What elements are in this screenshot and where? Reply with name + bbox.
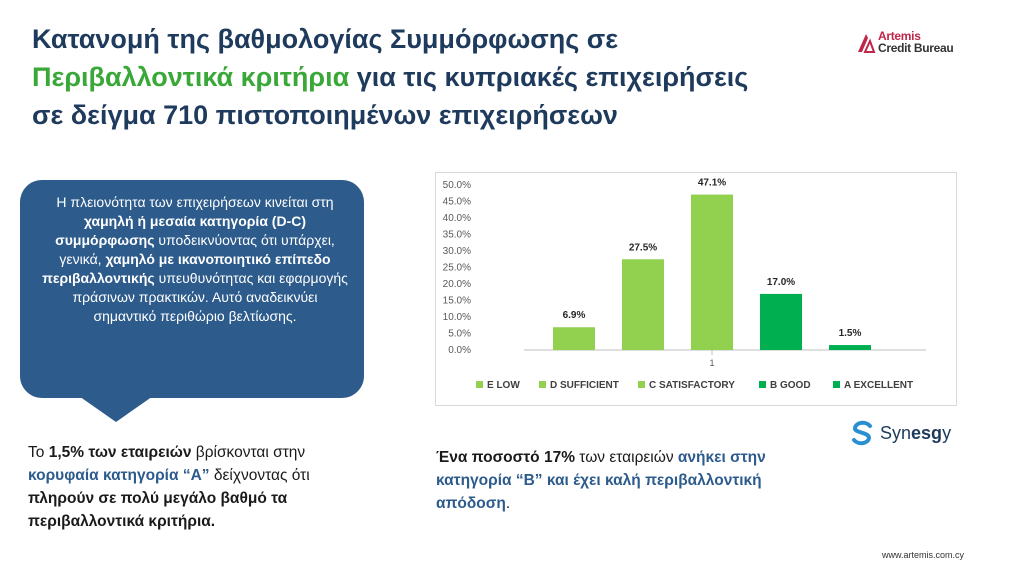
title-line-3: σε δείγμα 710 πιστοποιημένων επιχειρήσεω… — [32, 100, 618, 130]
note-right: Ένα ποσοστό 17% των εταιρειών ανήκει στη… — [436, 446, 766, 515]
note-left-highlight: κορυφαία κατηγορία “A” — [28, 467, 210, 484]
bar-e-low — [553, 327, 595, 350]
footer-url: www.artemis.com.cy — [882, 550, 965, 560]
logo-line-2: Credit Bureau — [878, 41, 954, 55]
data-label: 6.9% — [563, 310, 586, 321]
bar-a-excellent — [829, 345, 871, 350]
bar-c-satisfactory — [691, 194, 733, 350]
note-right-text-1: των εταιρειών — [574, 449, 678, 466]
legend-swatch — [759, 381, 766, 388]
callout-text-1: Η πλειονότητα των επιχειρήσεων κινείται … — [56, 194, 334, 210]
note-right-highlight: ανήκει στην κατηγορία “B” και έχει καλή … — [436, 449, 766, 512]
callout-text: Η πλειονότητα των επιχειρήσεων κινείται … — [40, 193, 350, 326]
y-tick-label: 35.0% — [443, 230, 471, 241]
logo-line-1: Artemis — [878, 29, 921, 43]
x-category-label: 1 — [709, 358, 714, 368]
y-tick-label: 45.0% — [443, 197, 471, 208]
artemis-logo: Artemis Credit Bureau — [856, 30, 986, 60]
note-right-text-2: . — [505, 495, 511, 512]
legend-swatch — [638, 381, 645, 388]
synesgy-logo: Synesgy — [850, 420, 960, 446]
y-tick-label: 20.0% — [443, 279, 471, 290]
chart-container: 0.0% 5.0% 10.0% 15.0% 20.0% 25.0% 30.0% 35.0% 40… — [435, 172, 957, 406]
synesgy-text-1: Syn — [880, 423, 912, 443]
data-label: 17.0% — [767, 277, 795, 288]
y-tick-label: 30.0% — [443, 246, 471, 257]
data-label: 47.1% — [698, 178, 726, 189]
synesgy-logo-text: Synesgy — [880, 423, 951, 444]
note-right-bold-1: Ένα ποσοστό 17% — [436, 449, 575, 466]
title-line-2-rest: για τις κυπριακές επιχειρήσεις — [349, 62, 749, 92]
callout-bubble — [20, 180, 364, 398]
note-left-text-1: Το — [28, 444, 49, 461]
bar-d-sufficient — [622, 259, 664, 350]
y-tick-label: 0.0% — [448, 345, 471, 356]
note-left-text-2: βρίσκονται στην — [191, 444, 306, 461]
title-line-2: Περιβαλλοντικά κριτήρια για τις κυπριακέ… — [32, 58, 832, 96]
y-tick-label: 25.0% — [443, 263, 471, 274]
artemis-logo-text: Artemis Credit Bureau — [878, 29, 954, 55]
artemis-logo-icon — [858, 34, 876, 53]
data-label: 1.5% — [839, 328, 862, 339]
callout-bold-1: χαμηλή ή μεσαία κατηγορία (D-C) συμμόρφω… — [55, 213, 307, 248]
y-tick-label: 10.0% — [443, 312, 471, 323]
synesgy-text-2: esg — [911, 423, 943, 443]
legend-label: E LOW — [487, 380, 520, 391]
y-tick-label: 50.0% — [443, 180, 471, 191]
callout-text-2: υποδεικνύοντας ότι υπάρχει, γενικά, — [59, 232, 335, 267]
title-highlight: Περιβαλλοντικά κριτήρια — [32, 62, 350, 92]
bar-chart: 0.0% 5.0% 10.0% 15.0% 20.0% 25.0% 30.0% 35.0% 40… — [443, 178, 926, 391]
note-left-text-3: δείχνοντας ότι — [209, 467, 310, 484]
legend-label: D SUFFICIENT — [550, 380, 619, 391]
bar-b-good — [760, 293, 802, 350]
page-title: Κατανομή της βαθμολογίας Συμμόρφωσης σε … — [32, 20, 832, 134]
legend-label: A EXCELLENT — [844, 380, 913, 391]
legend-label: C SATISFACTORY — [649, 380, 735, 391]
legend-swatch — [476, 381, 483, 388]
y-tick-label: 40.0% — [443, 213, 471, 224]
legend-label: B GOOD — [770, 380, 811, 391]
y-tick-label: 5.0% — [448, 329, 471, 340]
title-line-1: Κατανομή της βαθμολογίας Συμμόρφωσης σε — [32, 24, 619, 54]
callout-bold-2: χαμηλό με ικανοποιητικό επίπεδο περιβαλλ… — [42, 251, 331, 286]
synesgy-logo-icon — [852, 420, 872, 446]
data-label: 27.5% — [629, 242, 657, 253]
callout-bubble-tail — [76, 394, 156, 422]
legend-swatch — [539, 381, 546, 388]
note-left-bold-2: πληρούν σε πολύ μεγάλο βαθμό τα περιβαλλ… — [28, 490, 288, 530]
note-left: Το 1,5% των εταιρειών βρίσκονται στην κο… — [28, 441, 378, 533]
note-left-bold-1: 1,5% των εταιρειών — [48, 444, 192, 461]
callout-text-3: υπευθυνότητας και εφαρμογής πράσινων πρα… — [72, 270, 348, 324]
synesgy-text-3: y — [942, 423, 952, 443]
y-tick-label: 15.0% — [443, 296, 471, 307]
legend-swatch — [833, 381, 840, 388]
